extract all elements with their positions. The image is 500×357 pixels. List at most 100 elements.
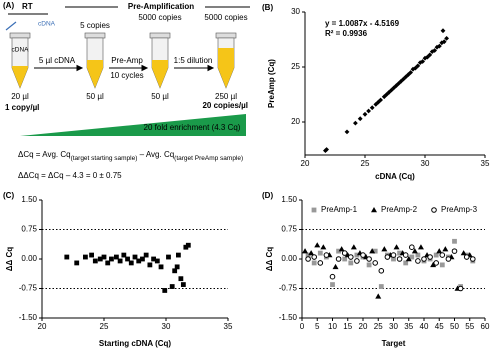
preamp-header: Pre-Amplification — [128, 2, 194, 11]
point — [147, 262, 153, 268]
y-tick-label: 1.50 — [21, 195, 37, 204]
point — [372, 248, 378, 254]
annotation: y = 1.0087x - 4.5169 — [325, 19, 400, 28]
volume: 50 µl — [151, 92, 169, 101]
step-label: 5 µl cDNA — [39, 56, 76, 65]
x-tick-label: 30 — [162, 322, 171, 331]
point — [338, 246, 345, 252]
x-tick-label: 20 — [301, 159, 310, 168]
tube — [149, 32, 171, 89]
panel-a: (A) RT Pre-Amplification cDNA 5 copies 5… — [3, 1, 250, 180]
equation: ΔCq = Avg. Cq(target starting sample) – … — [18, 150, 243, 162]
point — [391, 256, 396, 262]
legend-label: PreAmp-1 — [321, 205, 358, 214]
point — [452, 238, 457, 244]
x-tick-label: 20 — [38, 322, 47, 331]
y-tick-label: 0.00 — [281, 254, 297, 263]
x-axis-label: Target — [382, 339, 406, 348]
point — [427, 52, 433, 58]
point — [357, 116, 363, 122]
eq-part: ΔCq = Avg. Cq — [18, 150, 71, 159]
step-label: 10 cycles — [110, 71, 143, 80]
point — [158, 264, 164, 270]
step-label: Pre-Amp — [111, 56, 143, 65]
point — [422, 55, 428, 61]
point — [391, 85, 397, 91]
point — [460, 250, 467, 256]
point — [332, 263, 339, 270]
point — [427, 254, 433, 260]
point — [410, 66, 416, 72]
y-axis-label: ΔΔ Cq — [5, 247, 14, 272]
point — [132, 254, 138, 260]
point — [373, 102, 379, 107]
point — [403, 74, 409, 80]
point — [353, 120, 358, 126]
volume: 50 µl — [86, 92, 104, 101]
x-tick-label: 15 — [343, 322, 352, 331]
cdna-label: cDNA — [38, 21, 56, 28]
x-tick-label: 60 — [481, 322, 490, 331]
point — [470, 256, 476, 262]
point — [89, 252, 94, 258]
y-tick-label: 0.75 — [21, 225, 37, 234]
y-tick-label: -1.50 — [279, 313, 298, 322]
point — [415, 258, 421, 264]
point — [411, 248, 418, 254]
point — [176, 252, 181, 258]
x-tick-label: 30 — [421, 159, 430, 168]
y-tick-label: 20 — [291, 117, 300, 126]
point — [151, 256, 156, 262]
y-tick-label: 0.75 — [281, 225, 297, 234]
point — [185, 242, 191, 248]
point — [344, 129, 350, 135]
point — [362, 111, 368, 117]
point — [154, 258, 160, 264]
point — [114, 254, 119, 260]
point — [437, 43, 442, 49]
x-tick-label: 25 — [361, 159, 370, 168]
point — [183, 244, 189, 250]
point — [386, 89, 392, 95]
x-tick-label: 35 — [404, 322, 413, 331]
point — [172, 268, 178, 274]
legend-marker — [371, 207, 377, 213]
point — [335, 256, 342, 262]
point — [417, 244, 424, 250]
x-tick-label: 50 — [450, 322, 459, 331]
point — [162, 288, 168, 293]
point — [436, 248, 443, 254]
arrows — [34, 64, 215, 72]
x-tick-label: 0 — [300, 322, 305, 331]
copies-label: 5000 copies — [138, 13, 181, 22]
point — [366, 262, 372, 268]
point — [402, 252, 409, 258]
end-concentration: 20 copies/µl — [202, 101, 248, 110]
x-tick-label: 5 — [315, 322, 320, 331]
point — [381, 246, 388, 252]
point — [398, 78, 404, 84]
point — [432, 48, 437, 53]
point — [348, 254, 354, 260]
point — [366, 108, 371, 114]
y-tick-label: -0.75 — [19, 284, 38, 293]
point — [444, 36, 449, 41]
y-axis-label: PreAmp (Cq) — [267, 59, 276, 108]
x-tick-label: 40 — [420, 322, 429, 331]
y-tick-label: 0.00 — [21, 254, 37, 263]
point — [140, 256, 145, 262]
point — [397, 250, 402, 256]
legend-marker — [431, 207, 437, 213]
point — [174, 264, 180, 270]
panel-label: (A) — [3, 1, 14, 10]
x-tick-label: 10 — [328, 322, 337, 331]
x-axis-label: Starting cDNA (Cq) — [99, 339, 171, 348]
point — [442, 246, 449, 252]
annotation: R² = 0.9936 — [325, 29, 368, 38]
tube-label: cDNA — [12, 47, 30, 54]
y-tick-label: -0.75 — [279, 284, 298, 293]
enrichment-label: 20 fold enrichment (4.3 Cq) — [144, 123, 241, 132]
point — [136, 258, 142, 264]
point — [434, 44, 440, 50]
point — [409, 254, 415, 260]
